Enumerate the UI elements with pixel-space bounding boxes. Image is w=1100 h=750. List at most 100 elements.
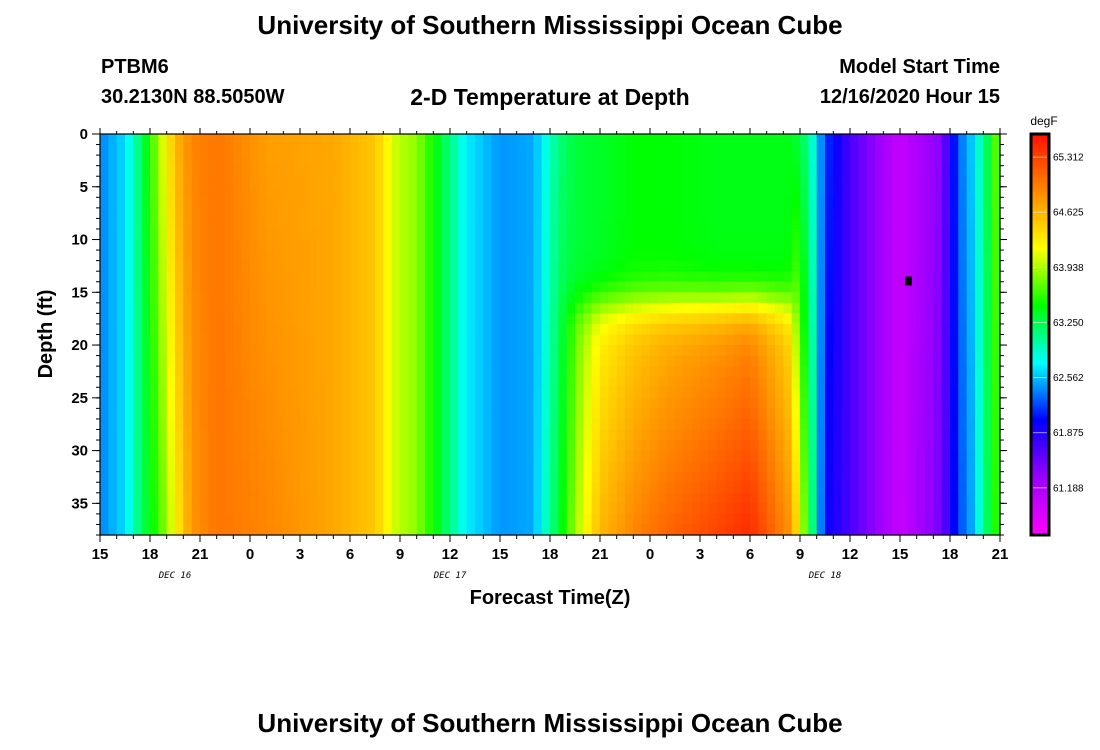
heatmap-cell	[850, 366, 859, 378]
heatmap-cell	[650, 355, 659, 367]
heatmap-cell	[391, 271, 401, 283]
heatmap-cell	[683, 239, 693, 251]
heatmap-cell	[350, 207, 359, 220]
heatmap-cell	[716, 313, 726, 325]
heatmap-cell	[883, 408, 893, 420]
heatmap-cell	[675, 345, 684, 357]
heatmap-cell	[216, 418, 226, 431]
heatmap-cell	[366, 503, 376, 515]
heatmap-cell	[633, 197, 643, 209]
heatmap-cell	[350, 271, 359, 283]
heatmap-cell	[866, 450, 876, 462]
heatmap-cell	[116, 218, 126, 230]
heatmap-cell	[291, 524, 301, 536]
heatmap-cell	[450, 440, 459, 452]
heatmap-cell	[933, 302, 943, 314]
heatmap-cell	[375, 165, 384, 177]
heatmap-cell	[625, 524, 634, 536]
heatmap-cell	[591, 186, 601, 198]
heatmap-cell	[600, 292, 609, 304]
heatmap-cell	[841, 492, 851, 504]
heatmap-cell	[350, 292, 359, 304]
heatmap-cell	[683, 292, 693, 304]
heatmap-cell	[133, 345, 143, 357]
heatmap-cell	[500, 429, 509, 441]
heatmap-cell	[175, 250, 184, 262]
heatmap-cell	[675, 250, 684, 262]
heatmap-cell	[458, 397, 468, 409]
heatmap-cell	[991, 260, 1001, 272]
heatmap-cell	[758, 134, 768, 146]
heatmap-cell	[416, 134, 426, 146]
heatmap-cell	[308, 228, 318, 241]
heatmap-cell	[383, 355, 393, 367]
heatmap-cell	[416, 302, 426, 314]
heatmap-cell	[608, 323, 618, 336]
heatmap-cell	[908, 408, 918, 420]
heatmap-cell	[216, 492, 226, 504]
heatmap-cell	[658, 271, 668, 283]
heatmap-cell	[575, 260, 584, 272]
heatmap-cell	[708, 440, 718, 452]
heatmap-cell	[366, 450, 376, 462]
heatmap-cell	[608, 228, 618, 241]
heatmap-cell	[941, 250, 951, 262]
heatmap-cell	[116, 134, 126, 146]
heatmap-cell	[916, 461, 926, 473]
heatmap-cell	[116, 323, 126, 336]
heatmap-cell	[975, 176, 984, 188]
heatmap-cell	[941, 461, 951, 473]
heatmap-cell	[450, 408, 459, 420]
heatmap-cell	[808, 228, 818, 241]
heatmap-cell	[983, 155, 993, 167]
heatmap-cell	[958, 302, 968, 314]
heatmap-cell	[766, 302, 776, 314]
heatmap-cell	[433, 155, 443, 167]
heatmap-cell	[825, 250, 834, 262]
heatmap-cell	[883, 482, 893, 494]
heatmap-cell	[383, 239, 393, 251]
heatmap-cell	[266, 323, 276, 336]
heatmap-cell	[483, 492, 493, 504]
heatmap-cell	[483, 186, 493, 198]
heatmap-cell	[900, 450, 909, 462]
heatmap-cell	[366, 165, 376, 177]
heatmap-cell	[175, 323, 184, 336]
heatmap-cell	[816, 260, 826, 272]
heatmap-cell	[866, 323, 876, 336]
heatmap-cell	[266, 271, 276, 283]
heatmap-cell	[358, 345, 368, 357]
heatmap-cell	[858, 440, 868, 452]
heatmap-cell	[666, 323, 676, 336]
heatmap-cell	[450, 281, 459, 293]
heatmap-cell	[950, 366, 959, 378]
heatmap-cell	[650, 207, 659, 220]
heatmap-cell	[833, 197, 843, 209]
heatmap-cell	[816, 345, 826, 357]
heatmap-cell	[916, 302, 926, 314]
heatmap-cell	[316, 387, 326, 399]
heatmap-cell	[600, 366, 609, 378]
heatmap-cell	[900, 376, 909, 388]
heatmap-cell	[408, 144, 418, 156]
heatmap-cell	[433, 302, 443, 314]
heatmap-cell	[425, 207, 434, 220]
heatmap-cell	[208, 207, 218, 220]
heatmap-cell	[433, 397, 443, 409]
heatmap-cell	[566, 260, 576, 272]
heatmap-cell	[658, 218, 668, 230]
heatmap-cell	[433, 271, 443, 283]
heatmap-cell	[750, 334, 759, 346]
heatmap-cell	[791, 323, 801, 336]
heatmap-cell	[508, 440, 518, 452]
heatmap-cell	[358, 207, 368, 220]
heatmap-cell	[100, 461, 109, 473]
heatmap-cell	[208, 366, 218, 378]
heatmap-cell	[433, 376, 443, 388]
heatmap-cell	[733, 155, 743, 167]
heatmap-cell	[291, 197, 301, 209]
heatmap-cell	[208, 471, 218, 483]
heatmap-cell	[416, 440, 426, 452]
heatmap-cell	[925, 524, 934, 536]
heatmap-cell	[450, 418, 459, 431]
